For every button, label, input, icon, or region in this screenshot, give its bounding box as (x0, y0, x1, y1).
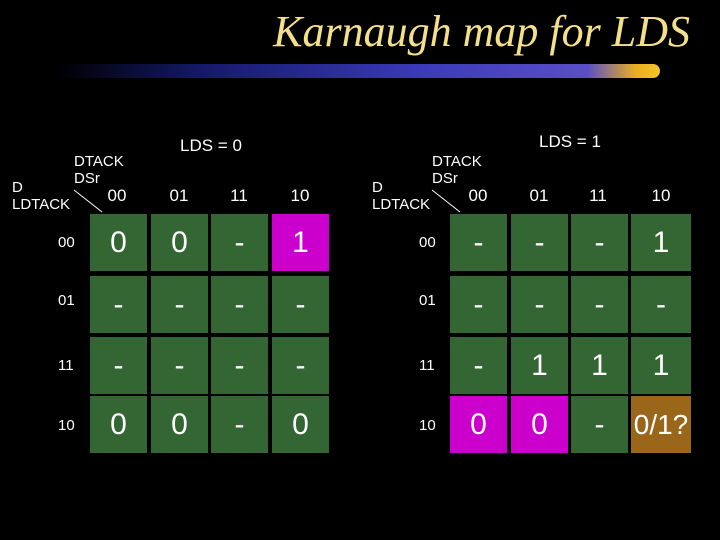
kmap-cell: 0 (272, 396, 329, 453)
col-header: 11 (230, 186, 248, 205)
row-vars-label: LDTACK (12, 196, 71, 213)
slide-title: Karnaugh map for LDS (273, 7, 690, 56)
kmap-cell: - (90, 276, 147, 333)
row-vars-label: LDTACK (372, 196, 431, 213)
map-label-lds0: LDS = 0 (180, 136, 242, 155)
corner-diagonal (431, 189, 461, 213)
col-header: 00 (107, 186, 127, 205)
row-header: 00 (58, 234, 75, 251)
row-header: 01 (58, 292, 75, 309)
kmap-cell: - (631, 276, 691, 333)
kmap-cell: - (511, 214, 568, 271)
kmap-cell: 1 (511, 337, 568, 394)
kmap-cell: - (272, 337, 329, 394)
kmap-cell: - (151, 276, 208, 333)
col-header: 10 (651, 186, 671, 205)
kmap-cell: 1 (631, 214, 691, 271)
col-header: 01 (529, 186, 549, 205)
row-header: 10 (58, 417, 75, 434)
row-header: 01 (419, 292, 436, 309)
kmap-cell: - (571, 276, 628, 333)
kmap-cell: - (211, 276, 268, 333)
row-header: 10 (419, 417, 436, 434)
col-vars-label: DSr (432, 170, 458, 187)
corner-diagonal (73, 189, 103, 213)
col-header: 11 (589, 186, 607, 205)
title-divider (55, 64, 660, 78)
kmap-cell: - (571, 396, 628, 453)
col-header: 10 (290, 186, 310, 205)
kmap-cell: - (211, 337, 268, 394)
col-header: 01 (169, 186, 189, 205)
row-header: 00 (419, 234, 436, 251)
kmap-cell: 1 (631, 337, 691, 394)
kmap-cell: - (211, 396, 268, 453)
kmap-cell-highlight: 0/1? (631, 396, 691, 453)
col-vars-label: DSr (74, 170, 100, 187)
kmap-cell-highlight: 0 (450, 396, 507, 453)
kmap-cell: 1 (571, 337, 628, 394)
kmap-cell: - (450, 276, 507, 333)
row-vars-label: D (372, 179, 383, 196)
col-vars-label: DTACK (432, 153, 482, 170)
kmap-cell: - (450, 214, 507, 271)
kmap-cell: 0 (90, 214, 147, 271)
kmap-cell: - (450, 337, 507, 394)
kmap-cell: 0 (151, 396, 208, 453)
map-label-lds1: LDS = 1 (539, 132, 601, 151)
kmap-cell: - (571, 214, 628, 271)
col-header: 00 (468, 186, 488, 205)
kmap-cell: - (90, 337, 147, 394)
kmap-cell: 0 (151, 214, 208, 271)
kmap-cell: - (151, 337, 208, 394)
col-vars-label: DTACK (74, 153, 124, 170)
kmap-cell: - (211, 214, 268, 271)
kmap-cell: - (511, 276, 568, 333)
kmap-cell-highlight: 0 (511, 396, 568, 453)
row-vars-label: D (12, 179, 23, 196)
kmap-cell-highlight: 1 (272, 214, 329, 271)
kmap-cell: 0 (90, 396, 147, 453)
kmap-cell: - (272, 276, 329, 333)
row-header: 11 (58, 357, 74, 374)
row-header: 11 (419, 357, 435, 374)
